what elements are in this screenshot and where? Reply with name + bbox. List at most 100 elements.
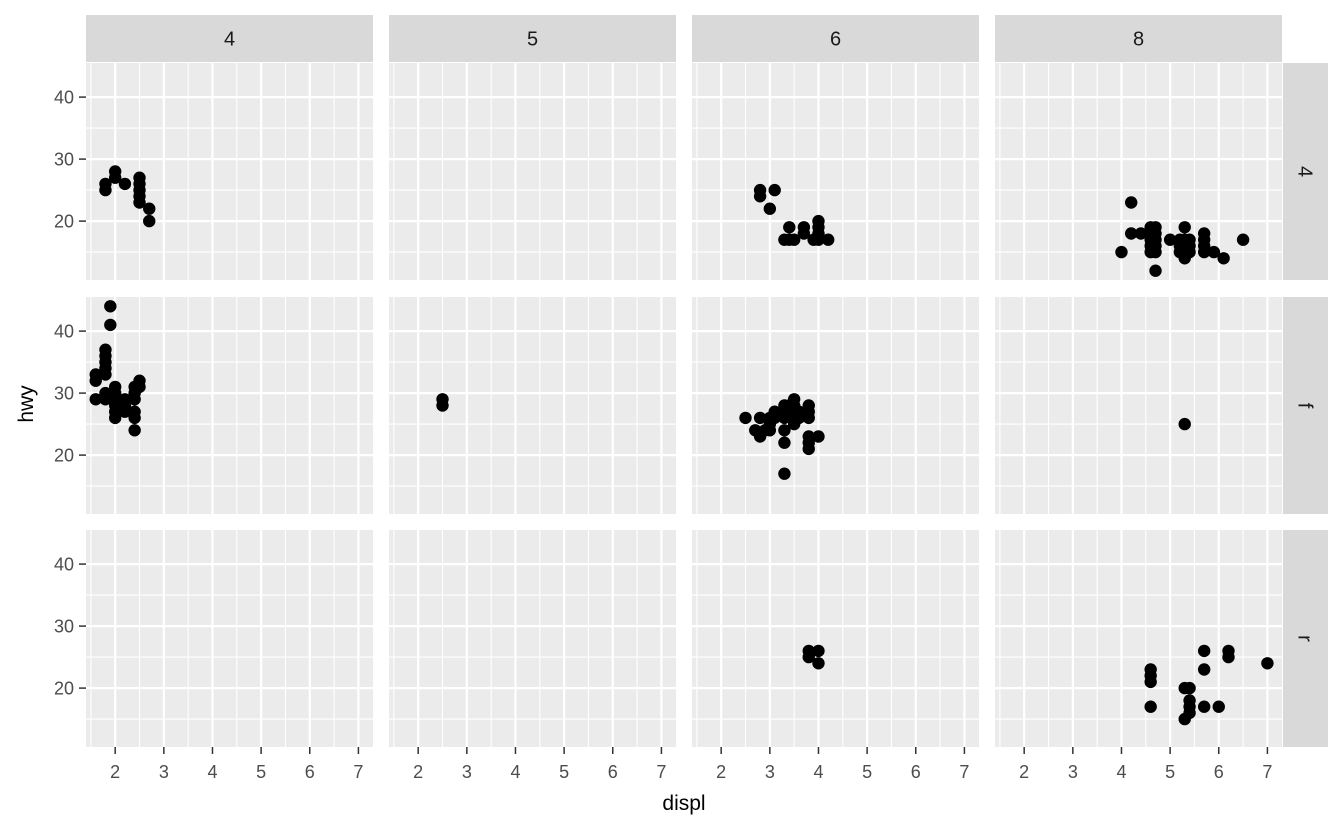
strip-background: [692, 15, 979, 62]
facet-strip-right-r: r: [1283, 530, 1328, 747]
x-tick-label: 4: [1116, 762, 1126, 782]
strip-label: r: [1294, 635, 1316, 642]
x-tick-label: 2: [716, 762, 726, 782]
data-point: [1183, 245, 1196, 259]
strip-label: 5: [527, 29, 538, 51]
data-point: [739, 411, 752, 425]
panel-background: [86, 297, 373, 514]
data-point: [1115, 245, 1128, 259]
data-point: [1212, 700, 1225, 713]
data-point: [812, 657, 825, 670]
data-point: [783, 221, 796, 234]
x-tick-label: 3: [1068, 762, 1078, 782]
data-point: [1217, 252, 1230, 265]
data-point: [1222, 650, 1235, 664]
facet-panel-4-r: [86, 530, 373, 747]
x-tick-label: 5: [256, 762, 266, 782]
y-tick-label: 40: [54, 88, 74, 108]
strip-label: 4: [224, 29, 235, 51]
data-point: [763, 424, 777, 437]
x-tick-label: 7: [353, 762, 363, 782]
x-tick-label: 6: [1214, 762, 1224, 782]
strip-background: [1283, 530, 1328, 747]
facet-panel-5-f: [389, 297, 676, 514]
x-tick-label: 2: [1019, 762, 1029, 782]
data-point: [1197, 700, 1211, 713]
x-tick-label: 7: [959, 762, 969, 782]
panel-background: [692, 530, 979, 747]
strip-label: 4: [1294, 166, 1316, 177]
facet-strip-top-5: 5: [389, 15, 676, 62]
x-tick-label: 7: [656, 762, 666, 782]
data-point: [1207, 245, 1221, 259]
x-axis-title: displ: [662, 792, 705, 815]
data-point: [1197, 644, 1211, 658]
data-point: [1149, 245, 1162, 259]
facet-panel-4-f: [86, 297, 373, 514]
y-tick-label: 30: [54, 384, 74, 404]
y-tick-label: 30: [54, 150, 74, 170]
facet-strip-right-4: 4: [1283, 63, 1328, 280]
strip-background: [86, 15, 373, 62]
data-point: [822, 233, 835, 246]
data-point: [128, 411, 141, 425]
x-tick-label: 6: [305, 762, 315, 782]
data-point: [1261, 657, 1274, 670]
data-point: [128, 393, 141, 406]
facet-panel-5-4: [389, 63, 676, 280]
facet-panel-8-r: [995, 530, 1282, 747]
data-point: [787, 233, 801, 246]
data-point: [1183, 681, 1196, 695]
panel-background: [995, 530, 1282, 747]
data-point: [89, 393, 102, 406]
data-point: [768, 183, 781, 197]
facet-panel-8-4: [995, 63, 1282, 280]
y-tick-label: 40: [54, 555, 74, 575]
x-tick-label: 7: [1262, 762, 1272, 782]
data-point: [812, 430, 825, 443]
facet-strip-top-4: 4: [86, 15, 373, 62]
strip-background: [1283, 297, 1328, 514]
x-tick-label: 5: [559, 762, 569, 782]
y-tick-label: 20: [54, 679, 74, 699]
panel-background: [389, 63, 676, 280]
y-axis-title: hwy: [15, 385, 38, 423]
data-point: [1236, 233, 1250, 246]
data-point: [118, 405, 132, 418]
data-point: [1197, 663, 1211, 676]
data-point: [1149, 264, 1162, 277]
facet-strip-top-8: 8: [995, 15, 1282, 62]
data-point: [778, 411, 791, 425]
data-point: [108, 171, 122, 184]
x-tick-label: 3: [462, 762, 472, 782]
panel-background: [389, 297, 676, 514]
panel-background: [389, 530, 676, 747]
data-point: [753, 411, 767, 425]
data-point: [118, 177, 132, 191]
strip-label: 8: [1133, 29, 1144, 51]
data-point: [778, 424, 791, 437]
data-point: [99, 368, 112, 381]
data-point: [778, 467, 791, 480]
data-point: [104, 318, 117, 332]
data-point: [1125, 227, 1138, 240]
data-point: [104, 300, 117, 313]
data-point: [753, 190, 767, 203]
y-tick-label: 30: [54, 617, 74, 637]
panel-background: [995, 63, 1282, 280]
x-tick-label: 4: [207, 762, 217, 782]
data-point: [768, 411, 781, 425]
y-tick-label: 20: [54, 446, 74, 466]
panel-background: [86, 530, 373, 747]
data-point: [1125, 196, 1138, 209]
data-point: [802, 411, 815, 425]
facet-panel-4-4: [86, 63, 373, 280]
data-point: [778, 436, 791, 449]
panels-layer: [86, 63, 1282, 747]
data-point: [812, 644, 825, 658]
data-point: [812, 214, 825, 228]
facet-panel-5-r: [389, 530, 676, 747]
data-point: [1134, 227, 1148, 240]
data-point: [1178, 221, 1191, 234]
strips-layer: 4 5 6 8 4 f r: [86, 15, 1328, 747]
